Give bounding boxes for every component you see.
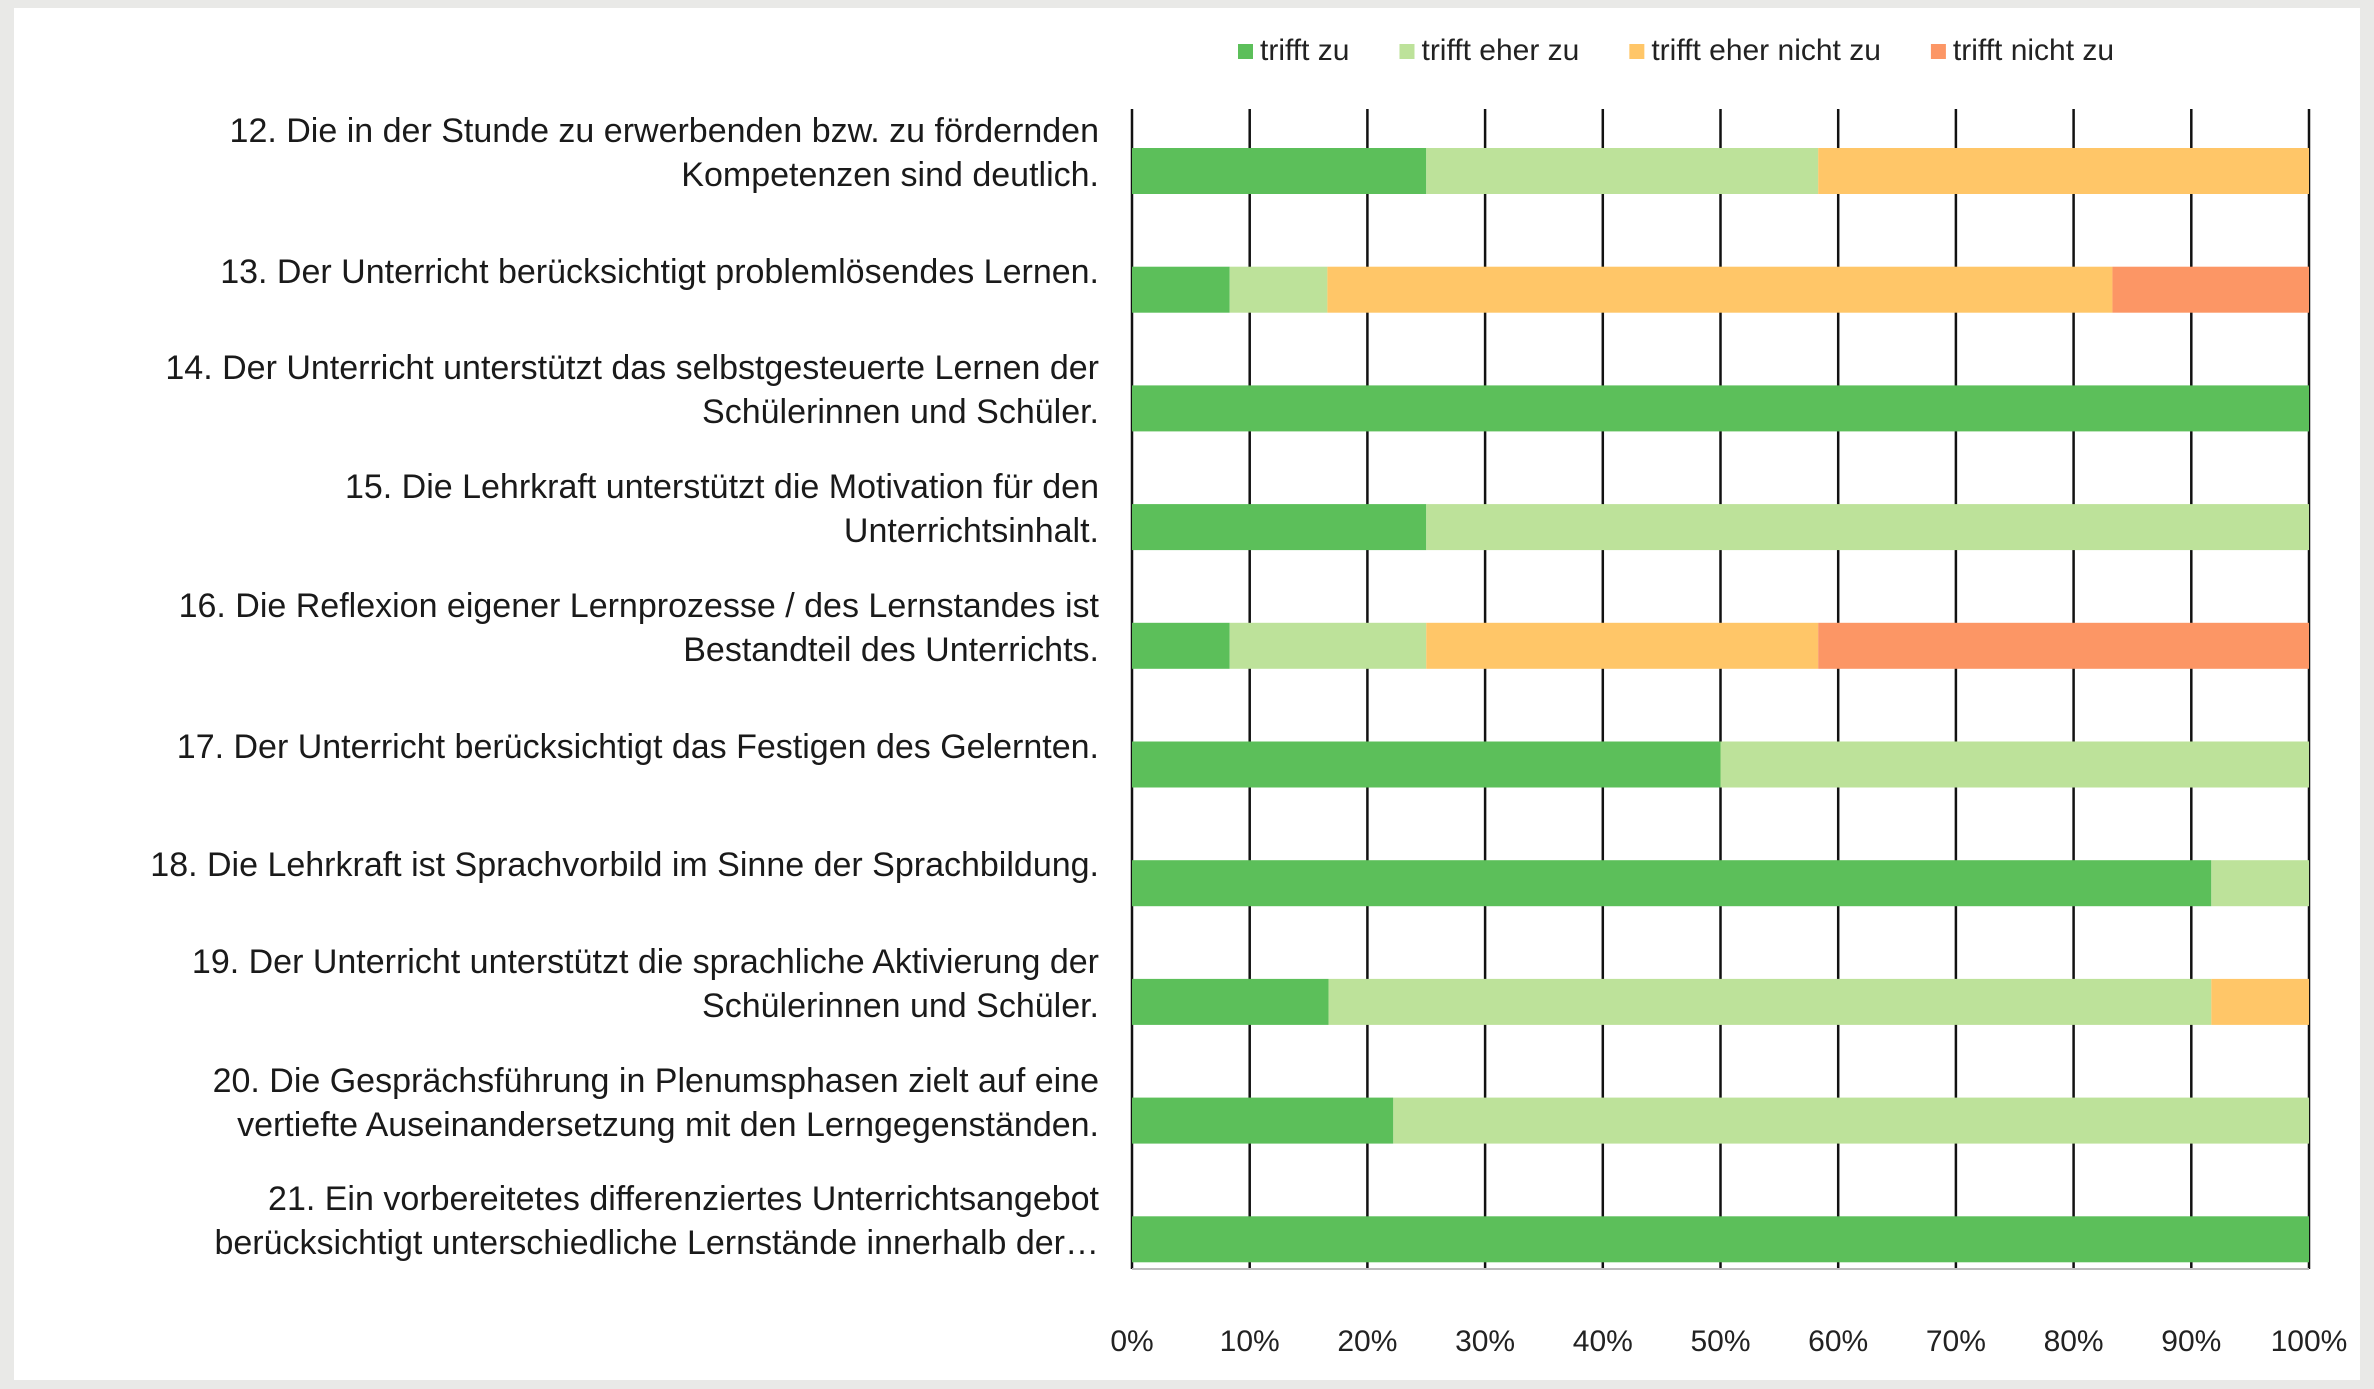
bar-segment <box>1132 1097 1394 1144</box>
x-tick-label: 20% <box>1337 1325 1397 1358</box>
legend-label: trifft zu <box>1260 34 1349 67</box>
bar-segment <box>1328 978 2212 1025</box>
x-tick-label: 30% <box>1455 1325 1515 1358</box>
bar-segment <box>1132 385 2309 432</box>
bar-segment <box>1132 1216 2309 1263</box>
bar-segment <box>1426 622 1819 669</box>
bar-segment <box>1132 504 1427 551</box>
bar-segment <box>2211 860 2309 907</box>
bar-segment <box>1132 148 1427 194</box>
bar-segment <box>1132 860 2212 907</box>
chart-frame <box>14 8 2360 1380</box>
category-label: 18. Die Lehrkraft ist Sprachvorbild im S… <box>150 846 1099 885</box>
legend-label: trifft eher nicht zu <box>1651 34 1881 67</box>
bar-segment <box>1327 266 2113 313</box>
category-label: 19. Der Unterricht unterstützt die sprac… <box>191 942 1099 1025</box>
legend-swatch <box>1930 44 1946 59</box>
category-label: 15. Die Lehrkraft unterstützt die Motiva… <box>344 468 1099 551</box>
bar-segment <box>1132 978 1329 1025</box>
x-tick-label: 10% <box>1220 1325 1280 1358</box>
legend-swatch <box>1238 44 1253 59</box>
x-tick-label: 70% <box>1926 1325 1986 1358</box>
category-label: 13. Der Unterricht berücksichtigt proble… <box>220 252 1099 291</box>
bar-segment <box>1426 504 2309 551</box>
bar-segment <box>1132 266 1230 313</box>
category-label: 17. Der Unterricht berücksichtigt das Fe… <box>176 727 1099 766</box>
category-label: 14. Der Unterricht unterstützt das selbs… <box>165 349 1099 432</box>
x-tick-label: 60% <box>1808 1325 1868 1358</box>
bar-segment <box>1132 622 1230 669</box>
x-tick-label: 40% <box>1573 1325 1633 1358</box>
bar-segment <box>1818 622 2309 669</box>
bar-segment <box>2211 978 2309 1025</box>
legend-swatch <box>1399 44 1415 59</box>
bar-segment <box>1720 741 2309 788</box>
bar-segment <box>1818 148 2309 194</box>
bar-segment <box>1132 741 1721 788</box>
x-tick-label: 90% <box>2161 1325 2221 1358</box>
x-tick-label: 50% <box>1690 1325 1750 1358</box>
legend-label: trifft eher zu <box>1421 34 1579 67</box>
bar-segment <box>2112 266 2309 313</box>
category-label: 21. Ein vorbereitetes differenziertes Un… <box>214 1180 1099 1263</box>
bar-segment <box>1393 1097 2309 1144</box>
x-tick-label: 80% <box>2044 1325 2104 1358</box>
bar-segment <box>1229 266 1328 313</box>
category-label: 16. Die Reflexion eigener Lernprozesse /… <box>178 586 1099 669</box>
category-label: 20. Die Gesprächsführung in Plenumsphase… <box>212 1061 1099 1144</box>
bar-segment <box>1229 622 1427 669</box>
legend-label: trifft nicht zu <box>1953 34 2114 67</box>
category-label: 12. Die in der Stunde zu erwerbenden bzw… <box>229 112 1099 194</box>
x-tick-label: 0% <box>1110 1325 1153 1358</box>
x-tick-label: 100% <box>2271 1325 2348 1358</box>
bar-segment <box>1426 148 1819 194</box>
legend-swatch <box>1629 44 1645 59</box>
